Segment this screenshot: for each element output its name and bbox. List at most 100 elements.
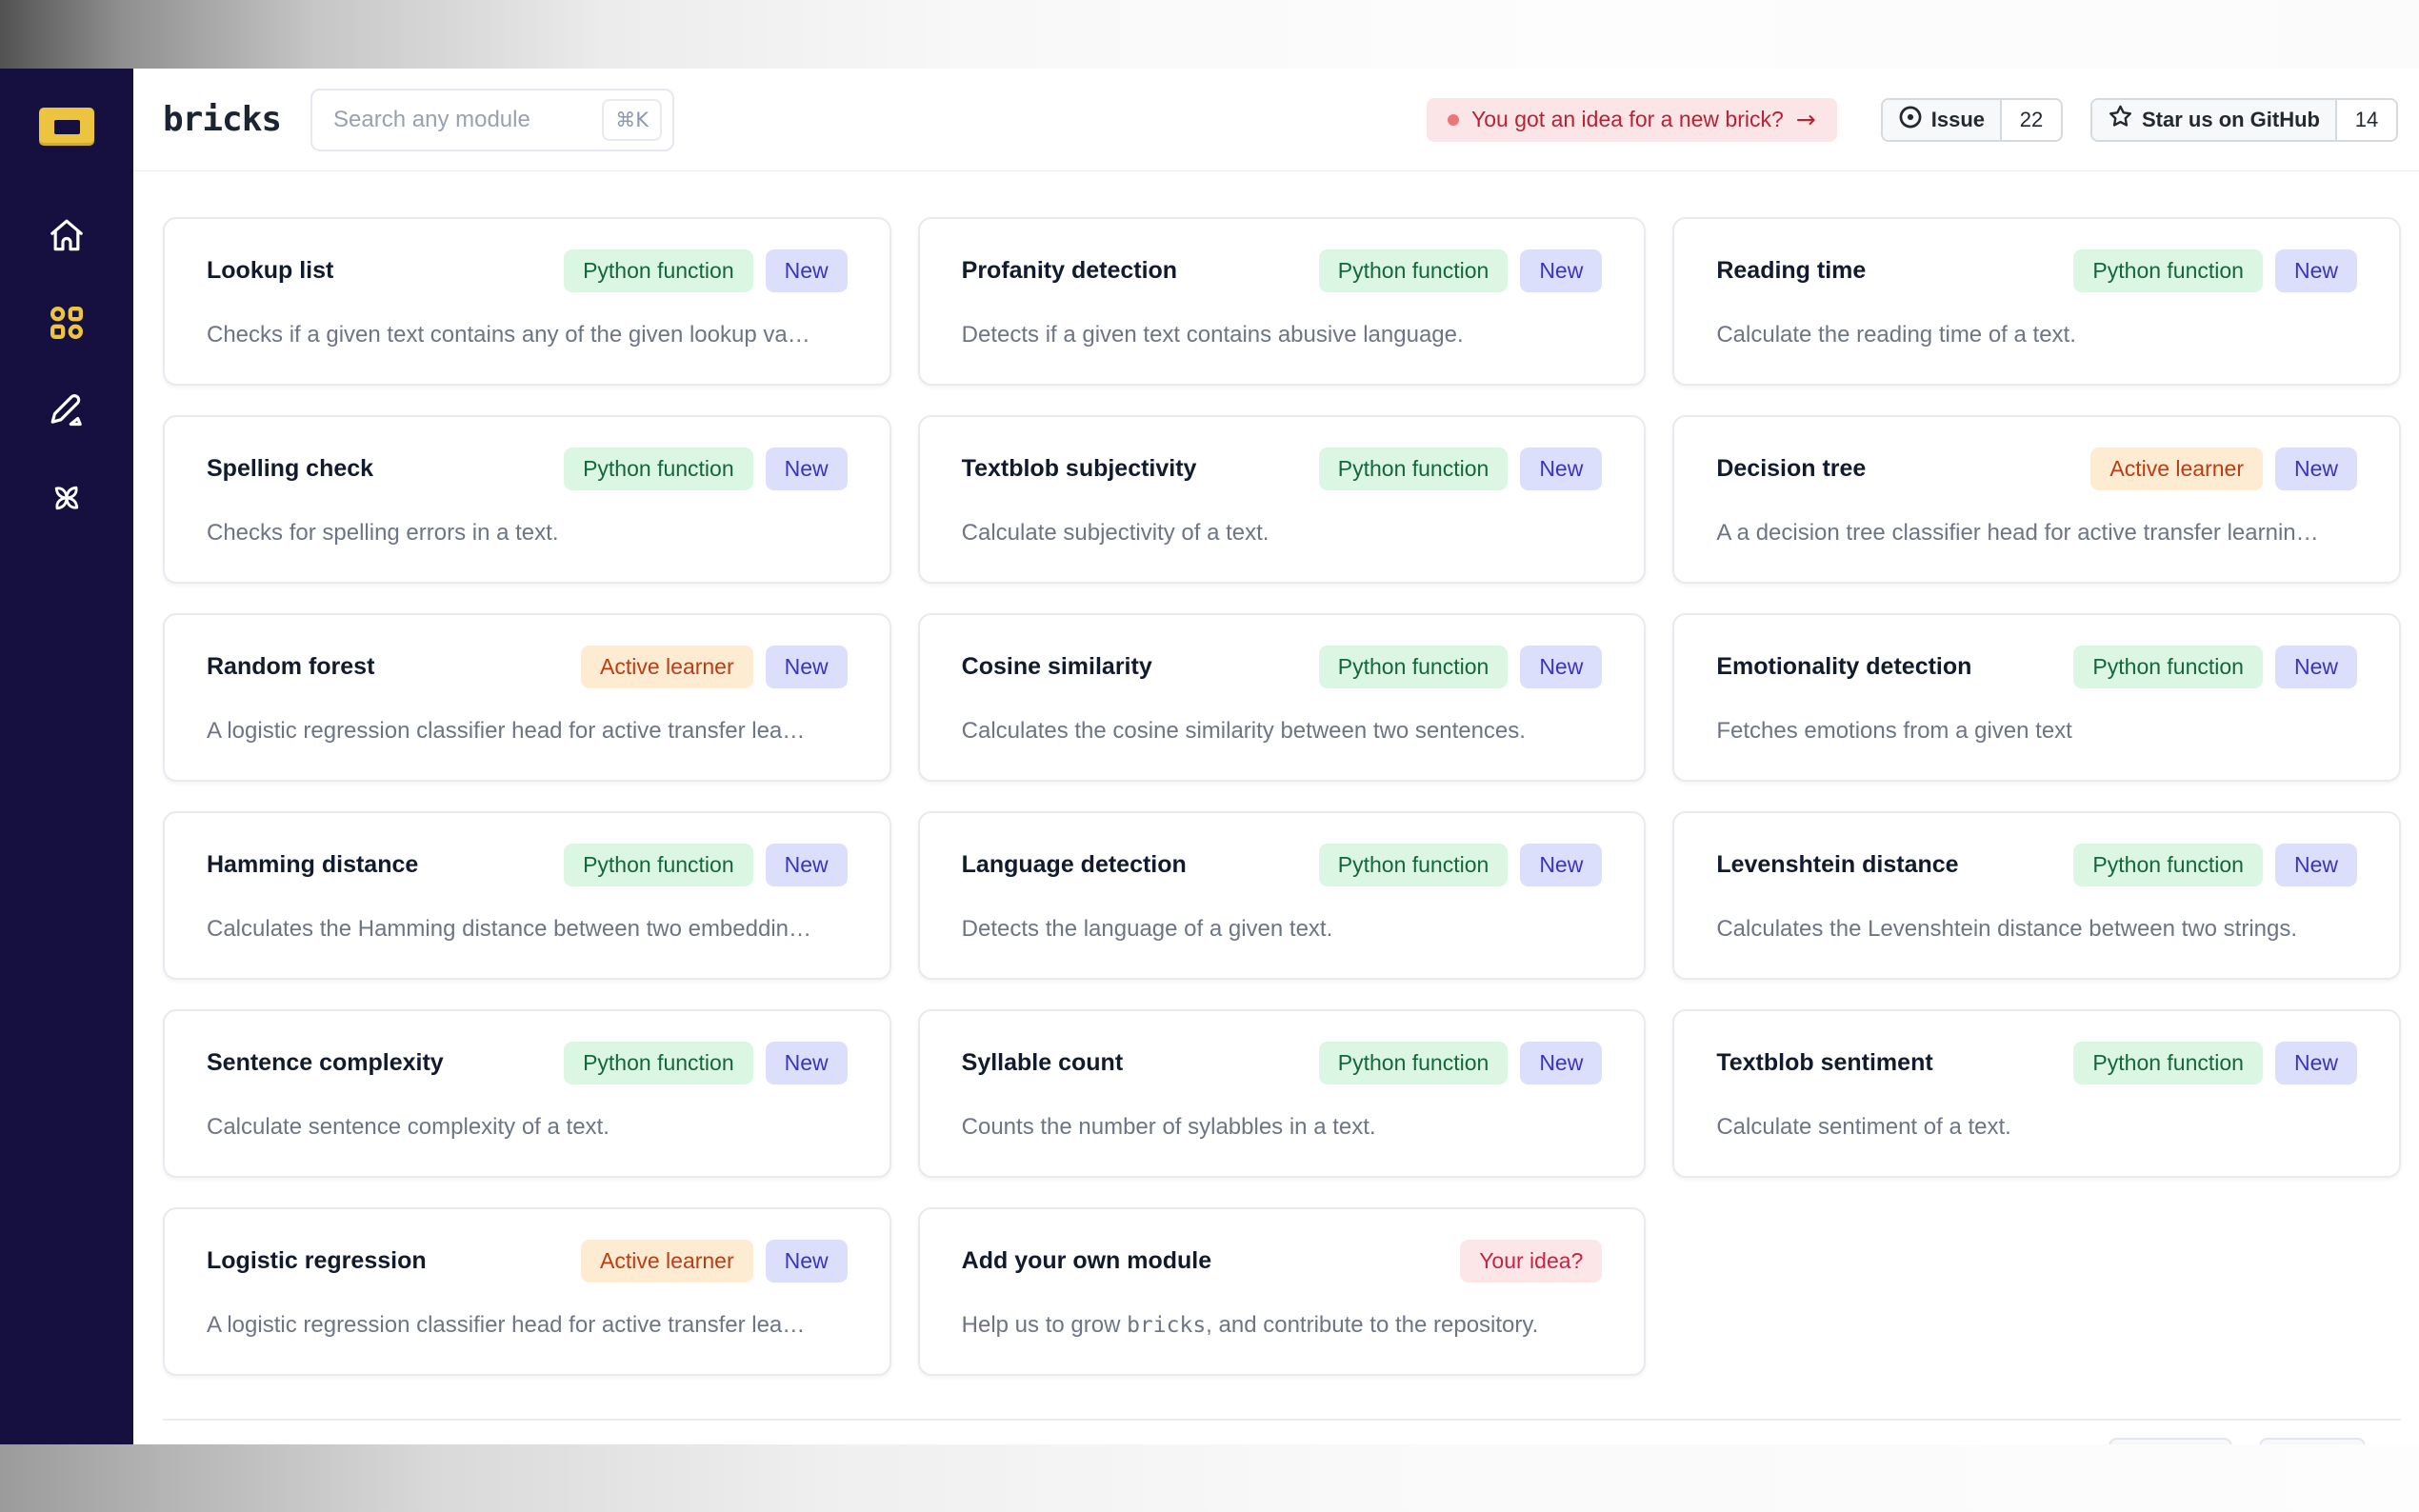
search-input[interactable]: Search any module ⌘K	[310, 88, 675, 151]
module-tags: Your idea?	[1460, 1240, 1603, 1283]
module-card[interactable]: Hamming distance Python function New Calc…	[163, 811, 891, 980]
module-card-header: Reading time Python function New	[1716, 249, 2357, 292]
issue-icon	[1898, 105, 1923, 135]
description-text: Detects if a given text contains abusive…	[961, 322, 1464, 348]
description-text: A logistic regression classifier head fo…	[207, 718, 806, 744]
module-card[interactable]: Profanity detection Python function New D…	[917, 217, 1647, 386]
module-card-header: Profanity detection Python function New	[962, 249, 1603, 292]
home-icon	[48, 216, 86, 254]
module-card-header: Syllable count Python function New	[962, 1042, 1603, 1084]
module-card-header: Hamming distance Python function New	[207, 844, 848, 886]
description-text: Fetches emotions from a given text	[1716, 718, 2072, 744]
description-text: Checks if a given text contains any of t…	[207, 322, 810, 348]
module-tags: Active learner New	[2090, 448, 2357, 490]
idea-banner-text: You got an idea for a new brick?	[1471, 107, 1784, 131]
sidebar-item-modules[interactable]	[46, 304, 88, 342]
tag-badge-new: New	[2274, 646, 2357, 688]
module-description: Calculate sentence complexity of a text.	[207, 1114, 848, 1141]
tag-badge-python: Python function	[564, 249, 753, 292]
module-card[interactable]: Language detection Python function New De…	[917, 811, 1647, 980]
tag-badge-new: New	[1520, 1042, 1603, 1084]
module-card[interactable]: Sentence complexity Python function New C…	[163, 1009, 891, 1178]
module-title: Add your own module	[961, 1247, 1212, 1274]
tag-badge-new: New	[1520, 448, 1603, 490]
module-title: Random forest	[207, 653, 375, 680]
module-card[interactable]: Add your own module Your idea? Help us t…	[917, 1207, 1647, 1376]
module-description: Calculate subjectivity of a text.	[962, 520, 1603, 547]
issue-button[interactable]: Issue 22	[1880, 97, 2063, 142]
module-title: Spelling check	[207, 455, 374, 482]
module-card[interactable]: Spelling check Python function New Checks…	[163, 415, 891, 584]
description-text: Calculate subjectivity of a text.	[961, 520, 1269, 546]
module-card[interactable]: Reading time Python function New Calculat…	[1672, 217, 2401, 386]
tag-badge-python: Python function	[2073, 844, 2263, 886]
sidebar-item-edit[interactable]	[46, 391, 88, 429]
module-tags: Python function New	[1318, 844, 1603, 886]
description-text: Calculates the cosine similarity between…	[961, 718, 1526, 744]
module-title: Emotionality detection	[1716, 653, 1972, 680]
tag-badge-new: New	[2274, 249, 2357, 292]
module-tags: Python function New	[564, 844, 848, 886]
bricks-logo-icon[interactable]	[39, 108, 94, 146]
pinwheel-icon	[48, 479, 86, 517]
pagination-button-next[interactable]	[2259, 1438, 2366, 1444]
module-card-header: Textblob sentiment Python function New	[1716, 1042, 2357, 1084]
module-card[interactable]: Cosine similarity Python function New Cal…	[917, 613, 1647, 782]
module-description: Detects the language of a given text.	[962, 916, 1603, 943]
star-github-button[interactable]: Star us on GitHub 14	[2090, 97, 2398, 142]
tag-badge-python: Python function	[1318, 646, 1509, 688]
tag-badge-new: New	[765, 1240, 848, 1283]
module-card[interactable]: Textblob sentiment Python function New Ca…	[1672, 1009, 2401, 1178]
window-top-gradient	[0, 0, 2419, 69]
sidebar-item-home[interactable]	[46, 216, 88, 254]
module-card[interactable]: Levenshtein distance Python function New …	[1672, 811, 2401, 980]
description-text: Detects the language of a given text.	[961, 916, 1333, 942]
module-card[interactable]: Decision tree Active learner New A a deci…	[1672, 415, 2401, 584]
arrow-right-icon: →	[1795, 106, 1816, 133]
description-text: , and contribute to the repository.	[1206, 1312, 1539, 1338]
module-description: A logistic regression classifier head fo…	[207, 718, 848, 745]
module-card-header: Textblob subjectivity Python function New	[962, 448, 1603, 490]
modules-grid: Lookup list Python function New Checks if…	[163, 217, 2401, 1376]
window-bottom-gradient	[0, 1444, 2419, 1512]
module-card[interactable]: Lookup list Python function New Checks if…	[163, 217, 891, 386]
module-title: Hamming distance	[207, 851, 419, 878]
module-card[interactable]: Random forest Active learner New A logist…	[163, 613, 891, 782]
tag-badge-python: Python function	[1318, 844, 1509, 886]
tag-badge-new: New	[1520, 646, 1603, 688]
module-description: Checks for spelling errors in a text.	[207, 520, 848, 547]
description-text: Counts the number of sylabbles in a text…	[961, 1114, 1376, 1140]
sidebar-item-pinwheel[interactable]	[46, 479, 88, 517]
module-card-header: Language detection Python function New	[962, 844, 1603, 886]
module-card[interactable]: Textblob subjectivity Python function New…	[917, 415, 1647, 584]
issue-count: 22	[2002, 99, 2061, 140]
module-title: Sentence complexity	[207, 1049, 444, 1076]
tag-badge-new: New	[2274, 1042, 2357, 1084]
sidebar	[0, 69, 133, 1444]
description-text: Calculates the Hamming distance between …	[207, 916, 812, 942]
tag-badge-new: New	[1520, 249, 1603, 292]
module-description: Help us to grow bricks, and contribute t…	[962, 1312, 1603, 1339]
sidebar-nav	[46, 216, 88, 517]
description-text: Help us to grow	[961, 1312, 1128, 1338]
tag-badge-python: Python function	[1318, 249, 1509, 292]
module-card-header: Spelling check Python function New	[207, 448, 848, 490]
module-title: Profanity detection	[961, 257, 1178, 284]
module-card-header: Sentence complexity Python function New	[207, 1042, 848, 1084]
module-description: A a decision tree classifier head for ac…	[1716, 520, 2357, 547]
module-tags: Python function New	[564, 249, 848, 292]
tag-badge-idea: Your idea?	[1460, 1240, 1603, 1283]
module-card[interactable]: Logistic regression Active learner New A …	[163, 1207, 891, 1376]
module-card-header: Levenshtein distance Python function New	[1716, 844, 2357, 886]
idea-banner-button[interactable]: You got an idea for a new brick? →	[1427, 97, 1837, 142]
module-card[interactable]: Emotionality detection Python function Ne…	[1672, 613, 2401, 782]
module-tags: Active learner New	[581, 646, 848, 688]
pagination-button-prev[interactable]	[2109, 1438, 2232, 1444]
module-card[interactable]: Syllable count Python function New Counts…	[917, 1009, 1647, 1178]
tag-badge-new: New	[765, 646, 848, 688]
app-window: bricks Search any module ⌘K You got an i…	[0, 69, 2419, 1444]
module-description: Calculates the Levenshtein distance betw…	[1716, 916, 2357, 943]
module-description: Calculate sentiment of a text.	[1716, 1114, 2357, 1141]
star-count: 14	[2337, 99, 2396, 140]
module-description: Fetches emotions from a given text	[1716, 718, 2357, 745]
